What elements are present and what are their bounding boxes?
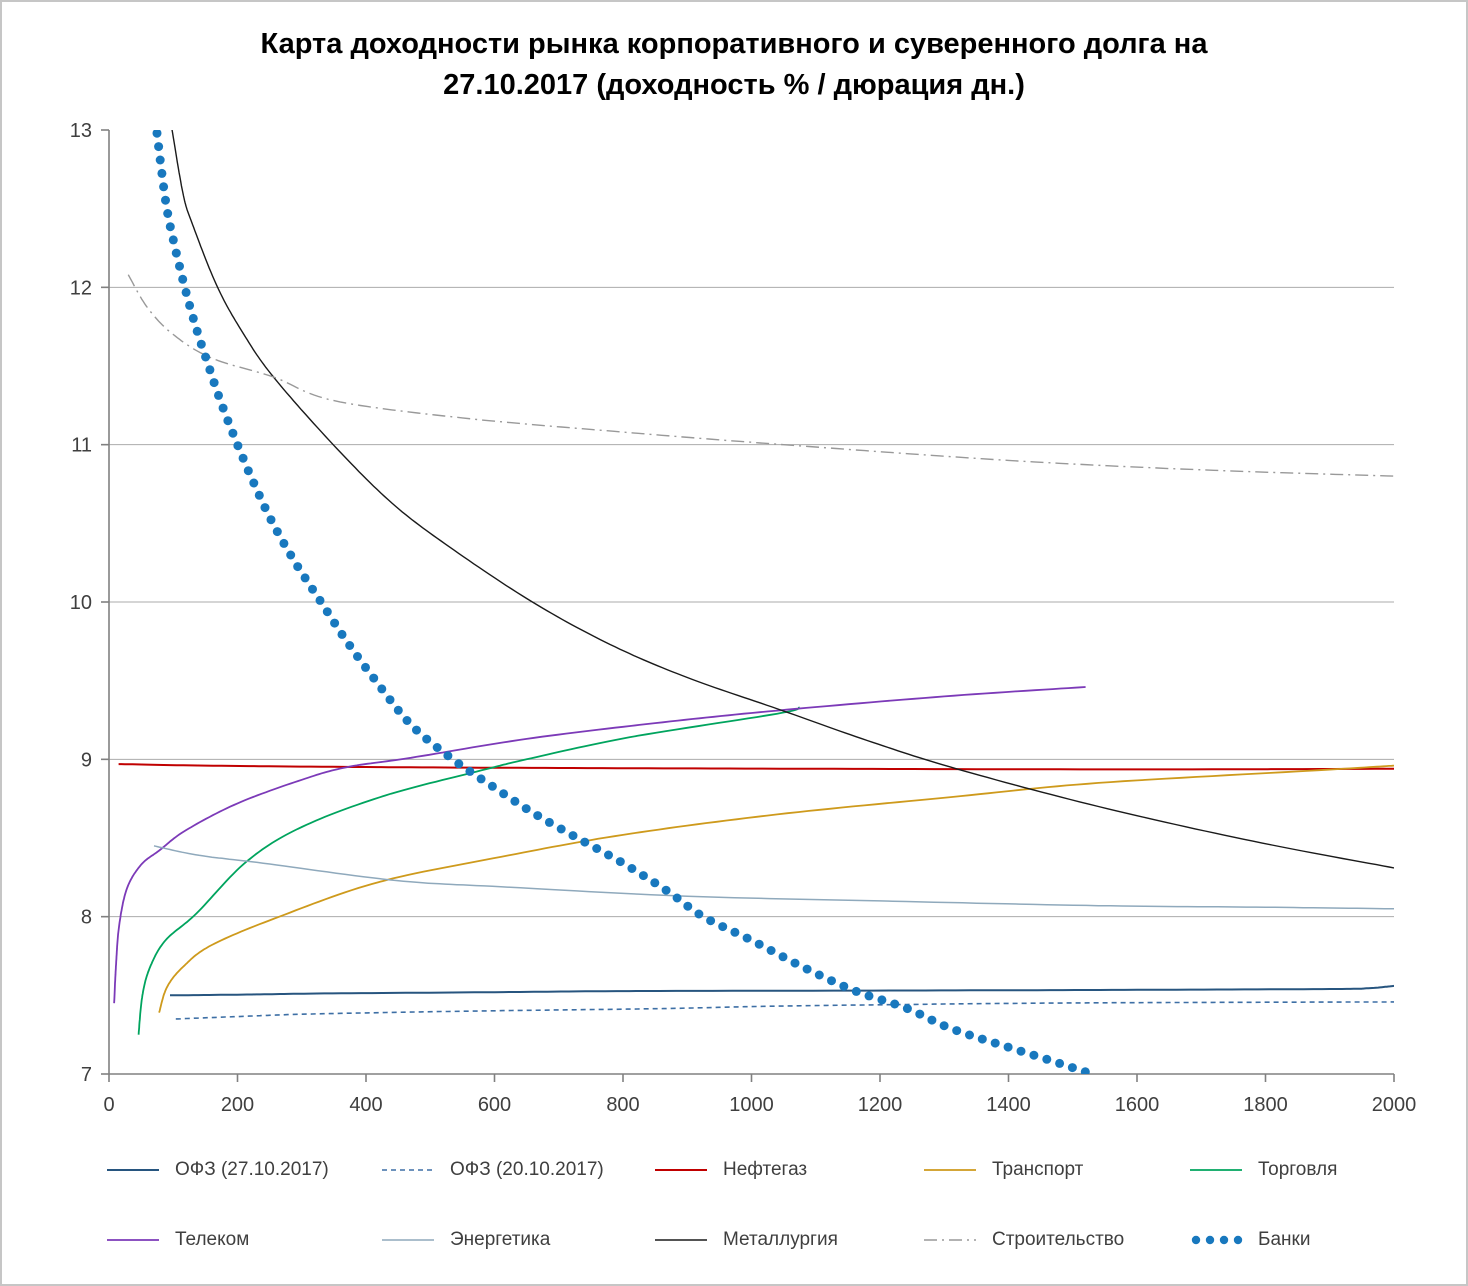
legend-label: ОФЗ (27.10.2017) — [175, 1159, 329, 1180]
series-энергетика — [153, 845, 1394, 910]
series-транспорт — [158, 764, 1394, 1013]
legend-label: Нефтегаз — [723, 1159, 808, 1180]
y-tick-label-9: 9 — [81, 749, 92, 771]
legend-marker — [107, 1169, 159, 1171]
legend-item-металлургия: Металлургия — [655, 1228, 838, 1252]
legend-marker — [655, 1239, 707, 1241]
x-tick-label-2000: 2000 — [1372, 1094, 1417, 1116]
y-tick-label-13: 13 — [70, 120, 92, 142]
legend-label: Торговля — [1258, 1159, 1338, 1180]
series-офз-27-10-2017- — [170, 984, 1394, 997]
y-tick-label-8: 8 — [81, 907, 92, 929]
legend-item-торговля: Торговля — [1190, 1158, 1337, 1182]
series-торговля — [137, 706, 800, 1035]
series-group — [113, 130, 1394, 1074]
series-телеком — [113, 686, 1086, 1004]
x-tick-label-400: 400 — [349, 1094, 382, 1116]
series-строительство — [127, 274, 1394, 477]
legend-marker — [107, 1239, 159, 1241]
x-tick-label-1400: 1400 — [986, 1094, 1031, 1116]
legend-marker — [382, 1169, 434, 1171]
chart-title-line1: Карта доходности рынка корпоративного и … — [260, 28, 1208, 60]
legend-label: Транспорт — [992, 1159, 1084, 1180]
legend-item-транспорт: Транспорт — [924, 1158, 1083, 1182]
x-tick-label-0: 0 — [103, 1094, 114, 1116]
legend-label: Строительство — [992, 1229, 1125, 1250]
legend-item-энергетика: Энергетика — [382, 1228, 550, 1252]
y-tick-label-7: 7 — [81, 1064, 92, 1086]
x-tick-label-1000: 1000 — [729, 1094, 774, 1116]
legend-label: Энергетика — [450, 1229, 551, 1250]
legend-item-банки: Банки — [1190, 1228, 1310, 1252]
legend-marker — [924, 1239, 976, 1241]
legend-item-нефтегаз: Нефтегаз — [655, 1158, 807, 1182]
legend-label: ОФЗ (20.10.2017) — [450, 1159, 604, 1180]
x-tick-label-200: 200 — [221, 1094, 254, 1116]
chart-title: Карта доходности рынка корпоративного и … — [2, 24, 1466, 106]
x-tick-label-800: 800 — [606, 1094, 639, 1116]
legend-item-офз-27-10-2017-: ОФЗ (27.10.2017) — [107, 1158, 329, 1182]
legend-label: Металлургия — [723, 1229, 838, 1250]
legend-label: Телеком — [175, 1229, 250, 1250]
chart-title-line2: 27.10.2017 (доходность % / дюрация дн.) — [443, 69, 1025, 101]
legend-item-строительство: Строительство — [924, 1228, 1124, 1252]
series-офз-20-10-2017- — [175, 1001, 1394, 1020]
series-нефтегаз — [118, 763, 1394, 771]
x-tick-label-1200: 1200 — [858, 1094, 903, 1116]
x-tick-label-1600: 1600 — [1115, 1094, 1160, 1116]
x-tick-label-1800: 1800 — [1243, 1094, 1288, 1116]
legend-marker — [655, 1169, 707, 1171]
x-tick-label-600: 600 — [478, 1094, 511, 1116]
legend-marker — [924, 1169, 976, 1171]
y-tick-label-12: 12 — [70, 277, 92, 299]
series-банки — [152, 130, 1090, 1074]
legend-item-телеком: Телеком — [107, 1228, 249, 1252]
legend-marker — [382, 1239, 434, 1241]
y-tick-label-11: 11 — [71, 435, 92, 457]
legend-marker — [1190, 1169, 1242, 1171]
legend-marker — [1191, 1235, 1243, 1245]
series-металлургия — [171, 130, 1394, 869]
y-tick-label-10: 10 — [70, 592, 92, 614]
legend-label: Банки — [1258, 1229, 1311, 1250]
legend-item-офз-20-10-2017-: ОФЗ (20.10.2017) — [382, 1158, 604, 1182]
